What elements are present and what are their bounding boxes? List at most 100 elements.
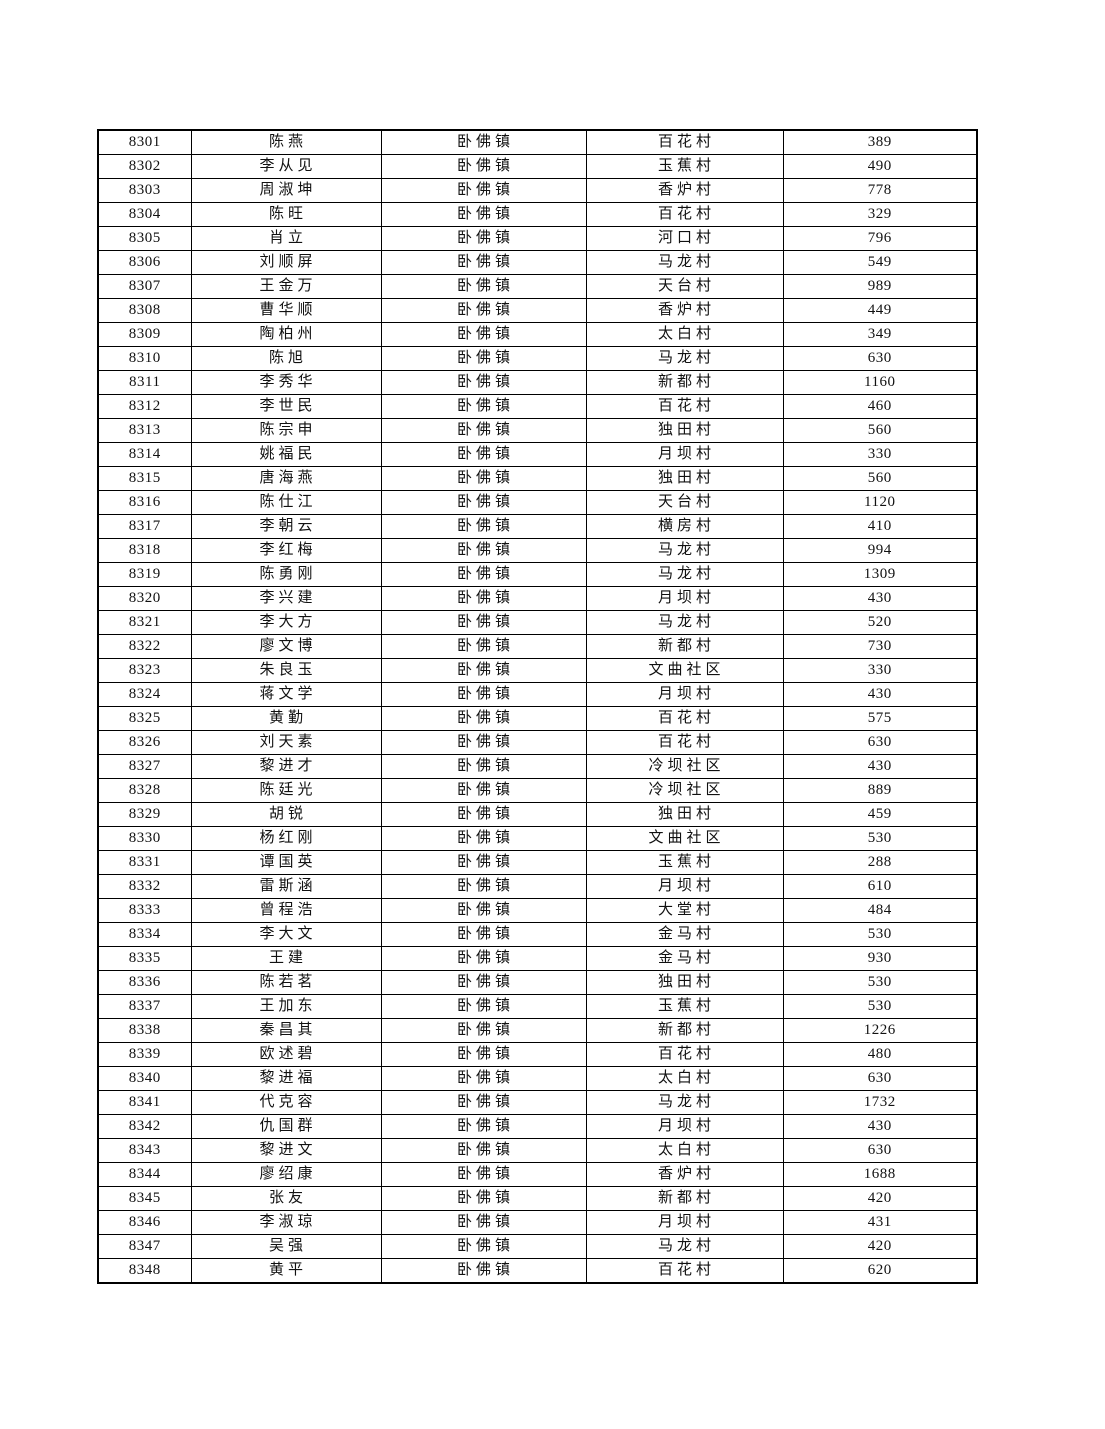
cell-amount: 930: [782, 946, 978, 971]
cell-id: 8345: [97, 1186, 192, 1211]
cell-name: 陈若茗: [190, 970, 382, 995]
cell-id: 8334: [97, 922, 192, 947]
cell-name: 吴强: [190, 1234, 382, 1259]
table-row: 8316 陈仕江 卧佛镇 天台村 1120: [97, 490, 978, 515]
cell-village: 河口村: [585, 226, 784, 251]
cell-town: 卧佛镇: [380, 946, 587, 971]
cell-amount: 480: [782, 1042, 978, 1067]
cell-id: 8341: [97, 1090, 192, 1115]
cell-village: 香炉村: [585, 178, 784, 203]
cell-town: 卧佛镇: [380, 226, 587, 251]
cell-name: 黄勤: [190, 706, 382, 731]
table-row: 8333 曾程浩 卧佛镇 大堂村 484: [97, 898, 978, 923]
table-row: 8328 陈廷光 卧佛镇 冷坝社区 889: [97, 778, 978, 803]
cell-town: 卧佛镇: [380, 202, 587, 227]
table-row: 8344 廖绍康 卧佛镇 香炉村 1688: [97, 1162, 978, 1187]
cell-amount: 420: [782, 1186, 978, 1211]
cell-town: 卧佛镇: [380, 394, 587, 419]
cell-name: 陈旺: [190, 202, 382, 227]
cell-village: 香炉村: [585, 1162, 784, 1187]
table-row: 8310 陈旭 卧佛镇 马龙村 630: [97, 346, 978, 371]
cell-village: 金马村: [585, 922, 784, 947]
cell-town: 卧佛镇: [380, 1186, 587, 1211]
cell-village: 月坝村: [585, 586, 784, 611]
cell-village: 香炉村: [585, 298, 784, 323]
cell-id: 8342: [97, 1114, 192, 1139]
cell-name: 唐海燕: [190, 466, 382, 491]
cell-village: 金马村: [585, 946, 784, 971]
table-row: 8313 陈宗申 卧佛镇 独田村 560: [97, 418, 978, 443]
cell-village: 独田村: [585, 418, 784, 443]
cell-town: 卧佛镇: [380, 154, 587, 179]
cell-town: 卧佛镇: [380, 466, 587, 491]
table-row: 8309 陶柏州 卧佛镇 太白村 349: [97, 322, 978, 347]
cell-name: 陈仕江: [190, 490, 382, 515]
table-row: 8319 陈勇刚 卧佛镇 马龙村 1309: [97, 562, 978, 587]
cell-id: 8316: [97, 490, 192, 515]
cell-village: 独田村: [585, 970, 784, 995]
cell-id: 8326: [97, 730, 192, 755]
cell-name: 刘顺屏: [190, 250, 382, 275]
cell-town: 卧佛镇: [380, 346, 587, 371]
cell-town: 卧佛镇: [380, 418, 587, 443]
table-row: 8314 姚福民 卧佛镇 月坝村 330: [97, 442, 978, 467]
cell-town: 卧佛镇: [380, 298, 587, 323]
cell-village: 冷坝社区: [585, 754, 784, 779]
cell-id: 8315: [97, 466, 192, 491]
cell-id: 8308: [97, 298, 192, 323]
cell-name: 秦昌其: [190, 1018, 382, 1043]
cell-town: 卧佛镇: [380, 1138, 587, 1163]
table-row: 8331 谭国英 卧佛镇 玉蕉村 288: [97, 850, 978, 875]
cell-name: 李秀华: [190, 370, 382, 395]
cell-amount: 449: [782, 298, 978, 323]
cell-id: 8317: [97, 514, 192, 539]
cell-village: 新都村: [585, 634, 784, 659]
cell-village: 百花村: [585, 730, 784, 755]
cell-amount: 620: [782, 1258, 978, 1284]
cell-name: 黄平: [190, 1258, 382, 1284]
cell-village: 玉蕉村: [585, 994, 784, 1019]
cell-town: 卧佛镇: [380, 1258, 587, 1284]
table-row: 8323 朱良玉 卧佛镇 文曲社区 330: [97, 658, 978, 683]
table-row: 8302 李从见 卧佛镇 玉蕉村 490: [97, 154, 978, 179]
table-row: 8321 李大方 卧佛镇 马龙村 520: [97, 610, 978, 635]
cell-town: 卧佛镇: [380, 586, 587, 611]
table-row: 8340 黎进福 卧佛镇 太白村 630: [97, 1066, 978, 1091]
cell-amount: 630: [782, 1138, 978, 1163]
cell-village: 新都村: [585, 1186, 784, 1211]
cell-village: 天台村: [585, 274, 784, 299]
table-row: 8330 杨红刚 卧佛镇 文曲社区 530: [97, 826, 978, 851]
cell-village: 文曲社区: [585, 826, 784, 851]
table-row: 8346 李淑琼 卧佛镇 月坝村 431: [97, 1210, 978, 1235]
table-row: 8329 胡锐 卧佛镇 独田村 459: [97, 802, 978, 827]
cell-town: 卧佛镇: [380, 994, 587, 1019]
cell-village: 玉蕉村: [585, 154, 784, 179]
cell-town: 卧佛镇: [380, 1090, 587, 1115]
cell-name: 姚福民: [190, 442, 382, 467]
cell-name: 廖绍康: [190, 1162, 382, 1187]
cell-town: 卧佛镇: [380, 514, 587, 539]
table-row: 8324 蒋文学 卧佛镇 月坝村 430: [97, 682, 978, 707]
cell-amount: 410: [782, 514, 978, 539]
table-row: 8338 秦昌其 卧佛镇 新都村 1226: [97, 1018, 978, 1043]
cell-town: 卧佛镇: [380, 706, 587, 731]
cell-town: 卧佛镇: [380, 1234, 587, 1259]
cell-name: 黎进文: [190, 1138, 382, 1163]
cell-amount: 989: [782, 274, 978, 299]
table-row: 8318 李红梅 卧佛镇 马龙村 994: [97, 538, 978, 563]
cell-amount: 610: [782, 874, 978, 899]
cell-village: 玉蕉村: [585, 850, 784, 875]
table-row: 8311 李秀华 卧佛镇 新都村 1160: [97, 370, 978, 395]
cell-name: 李大文: [190, 922, 382, 947]
cell-village: 马龙村: [585, 1234, 784, 1259]
table-row: 8315 唐海燕 卧佛镇 独田村 560: [97, 466, 978, 491]
cell-id: 8339: [97, 1042, 192, 1067]
cell-name: 黎进福: [190, 1066, 382, 1091]
cell-village: 横房村: [585, 514, 784, 539]
cell-town: 卧佛镇: [380, 442, 587, 467]
cell-village: 百花村: [585, 1042, 784, 1067]
cell-town: 卧佛镇: [380, 802, 587, 827]
cell-town: 卧佛镇: [380, 1162, 587, 1187]
cell-village: 太白村: [585, 1066, 784, 1091]
